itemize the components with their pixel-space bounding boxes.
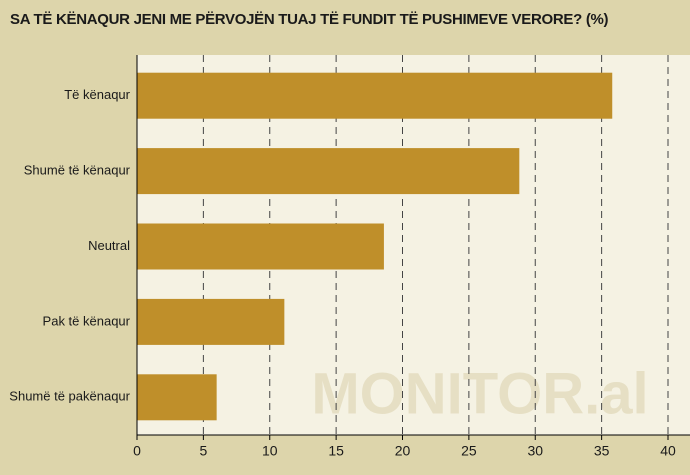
bar [137,223,384,270]
y-tick-label: Pak të kënaqur [43,313,131,328]
y-tick-label: Të kënaqur [64,87,130,102]
x-tick-label: 25 [461,443,477,459]
y-tick-label: Shumë të pakënaqur [9,389,130,404]
watermark: MONITOR.al [311,361,648,426]
y-tick-label: Neutral [88,238,130,253]
bar [137,298,285,345]
bar [137,72,613,119]
x-tick-label: 0 [133,443,141,459]
x-tick-label: 30 [527,443,543,459]
bar [137,148,520,195]
x-tick-label: 20 [395,443,411,459]
x-tick-label: 5 [199,443,207,459]
x-tick-label: 35 [594,443,610,459]
x-tick-label: 10 [262,443,278,459]
chart-title: SA TË KËNAQUR JENI ME PËRVOJËN TUAJ TË F… [10,11,609,28]
x-tick-label: 40 [660,443,676,459]
bar [137,374,217,421]
y-tick-label: Shumë të kënaqur [24,163,131,178]
x-tick-label: 15 [328,443,344,459]
